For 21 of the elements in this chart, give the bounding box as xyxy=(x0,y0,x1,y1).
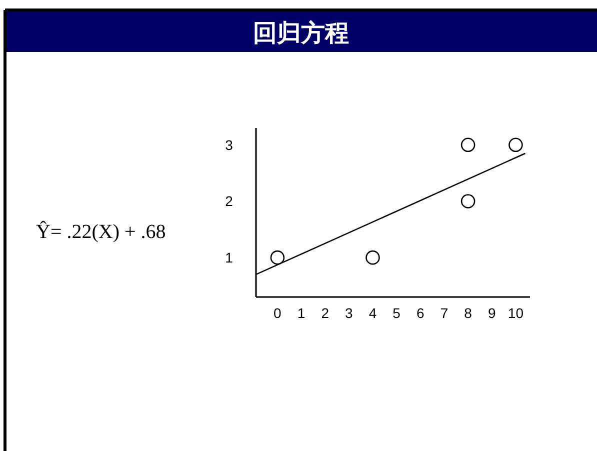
x-tick-label: 4 xyxy=(368,305,377,321)
x-tick-label: 1 xyxy=(297,305,306,321)
y-tick-label: 2 xyxy=(225,193,234,210)
x-tick-label: 7 xyxy=(440,305,448,321)
x-tick-label: 0 xyxy=(274,305,282,321)
x-tick-label: 8 xyxy=(464,305,472,321)
y-tick-label: 3 xyxy=(225,136,234,153)
x-tick-label: 2 xyxy=(321,305,330,321)
x-tick-label: 3 xyxy=(345,305,354,321)
x-tick-label: 10 xyxy=(508,305,524,321)
point xyxy=(270,250,285,265)
chart-title: 回归方程 xyxy=(253,19,349,47)
text: Ŷ= .22(X) + .68 xyxy=(36,220,166,243)
point xyxy=(508,138,523,152)
point xyxy=(366,250,380,265)
y-tick-label: 1 xyxy=(225,250,234,266)
point xyxy=(460,138,476,152)
x-tick-label: 6 xyxy=(416,305,424,321)
x-tick-label: 5 xyxy=(392,305,401,321)
point xyxy=(460,194,476,208)
x-tick-label: 9 xyxy=(488,305,496,321)
